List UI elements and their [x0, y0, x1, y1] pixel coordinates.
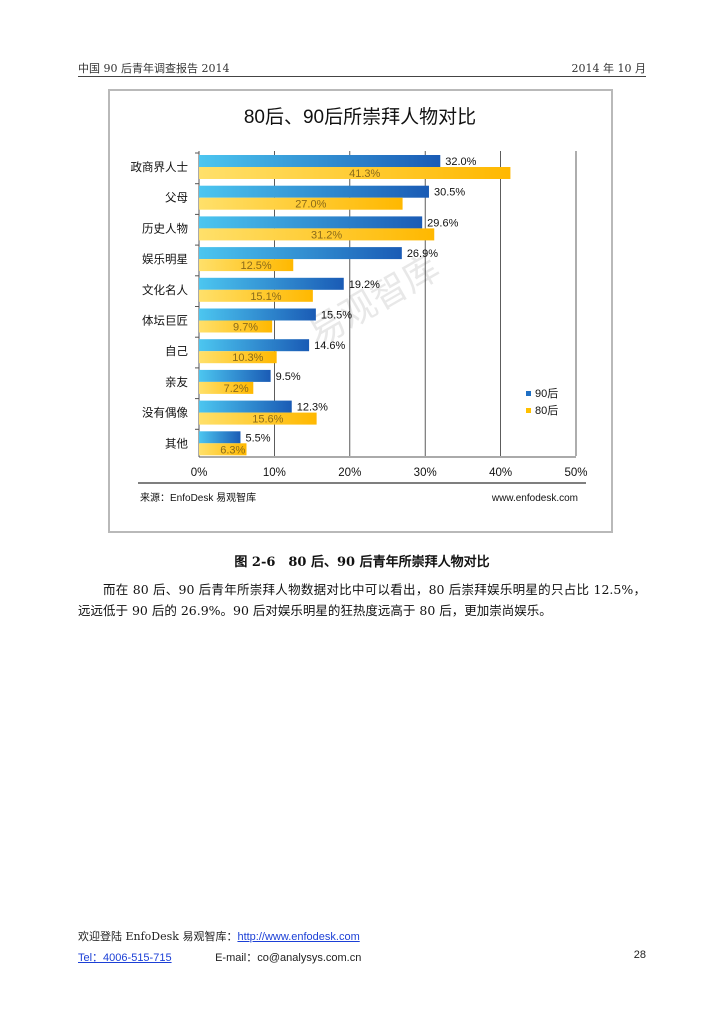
data-label-90hou: 12.3% [297, 402, 328, 414]
bar-80hou [199, 228, 435, 241]
data-label-90hou: 9.5% [276, 371, 301, 383]
bar-90hou [199, 277, 344, 290]
category-label: 政商界人士 [131, 160, 189, 174]
bar-90hou [199, 216, 423, 229]
x-tick-label: 20% [338, 467, 361, 479]
data-label-80hou: 15.1% [250, 291, 281, 303]
bar-80hou [199, 381, 254, 394]
header-rule [78, 76, 646, 77]
bar-90hou [199, 247, 402, 260]
data-label-80hou: 6.3% [220, 444, 245, 456]
data-label-80hou: 7.2% [224, 383, 249, 395]
footer-contact: Tel：4006-515-715 E-mail：co@analysys.com.… [78, 949, 361, 965]
data-label-80hou: 9.7% [233, 322, 258, 334]
category-label: 娱乐明星 [142, 252, 188, 266]
category-label: 没有偶像 [142, 406, 188, 420]
data-label-80hou: 41.3% [349, 168, 380, 180]
legend-swatch-90hou [526, 391, 531, 396]
category-label: 自己 [165, 345, 188, 358]
data-label-80hou: 27.0% [295, 199, 326, 211]
data-label-80hou: 12.5% [241, 260, 272, 272]
bar-90hou [199, 339, 310, 352]
footer-link[interactable]: http://www.enfodesk.com [237, 931, 360, 943]
footer-welcome: 欢迎登陆 EnfoDesk 易观智库：http://www.enfodesk.c… [78, 928, 360, 944]
bar-90hou [199, 308, 316, 321]
source-url: www.enfodesk.com [491, 493, 578, 504]
bar-80hou [199, 197, 403, 210]
bar-90hou [199, 400, 292, 413]
bar-80hou [199, 443, 247, 456]
category-label: 父母 [165, 192, 188, 205]
x-tick-label: 0% [191, 467, 208, 479]
bar-80hou [199, 412, 317, 425]
x-tick-label: 50% [564, 467, 587, 479]
category-label: 文化名人 [142, 283, 188, 297]
data-label-90hou: 14.6% [314, 340, 345, 352]
data-label-80hou: 15.6% [252, 414, 283, 426]
bar-80hou [199, 167, 511, 179]
data-label-80hou: 10.3% [232, 352, 263, 364]
legend-label-80hou: 80后 [535, 404, 558, 417]
watermark-text: 易观智库 [301, 246, 446, 354]
legend-swatch-80hou [526, 408, 531, 413]
data-label-90hou: 15.5% [321, 310, 352, 322]
x-tick-label: 30% [414, 467, 437, 479]
data-label-90hou: 32.0% [445, 156, 476, 168]
data-label-90hou: 5.5% [245, 432, 270, 444]
x-tick-label: 40% [489, 467, 512, 479]
chart-title: 80后、90后所崇拜人物对比 [244, 106, 476, 128]
footer-tel[interactable]: Tel：4006-515-715 [78, 952, 172, 964]
footer-welcome-text: 欢迎登陆 EnfoDesk 易观智库： [78, 930, 238, 943]
data-label-80hou: 31.2% [311, 229, 342, 241]
category-label: 其他 [165, 437, 188, 450]
bar-90hou [199, 369, 271, 382]
legend-label-90hou: 90后 [535, 387, 558, 400]
category-label: 体坛巨匠 [142, 314, 188, 328]
bar-80hou [199, 259, 294, 272]
header-left: 中国 90 后青年调查报告 2014 [78, 62, 230, 75]
chart-figure: 80后、90后所崇拜人物对比易观智库 0% 10% 20% 30% 40% 50% 政商界人士… [108, 89, 613, 533]
header-right: 2014 年 10 月 [571, 62, 646, 75]
data-label-90hou: 29.6% [427, 217, 458, 229]
category-label: 亲友 [165, 375, 188, 389]
bar-90hou [199, 155, 441, 167]
data-label-90hou: 26.9% [407, 248, 438, 260]
bar-80hou [199, 320, 273, 333]
bar-90hou [199, 431, 241, 444]
bar-80hou [199, 351, 277, 364]
category-label: 历史人物 [142, 221, 188, 235]
figure-caption: 图 2-6 80 后、90 后青年所崇拜人物对比 [234, 555, 490, 570]
data-label-90hou: 19.2% [349, 279, 380, 291]
footer-email: E-mail：co@analysys.com.cn [215, 952, 362, 964]
page-number: 28 [633, 949, 646, 961]
data-label-90hou: 30.5% [434, 187, 465, 199]
bar-90hou [199, 185, 429, 198]
bar-80hou [199, 289, 313, 302]
x-tick-label: 10% [263, 467, 286, 479]
body-paragraph: 而在 80 后、90 后青年所崇拜人物数据对比中可以看出，80 后崇拜娱乐明星的… [78, 582, 646, 618]
source-text: 来源：EnfoDesk 易观智库 [140, 491, 256, 504]
